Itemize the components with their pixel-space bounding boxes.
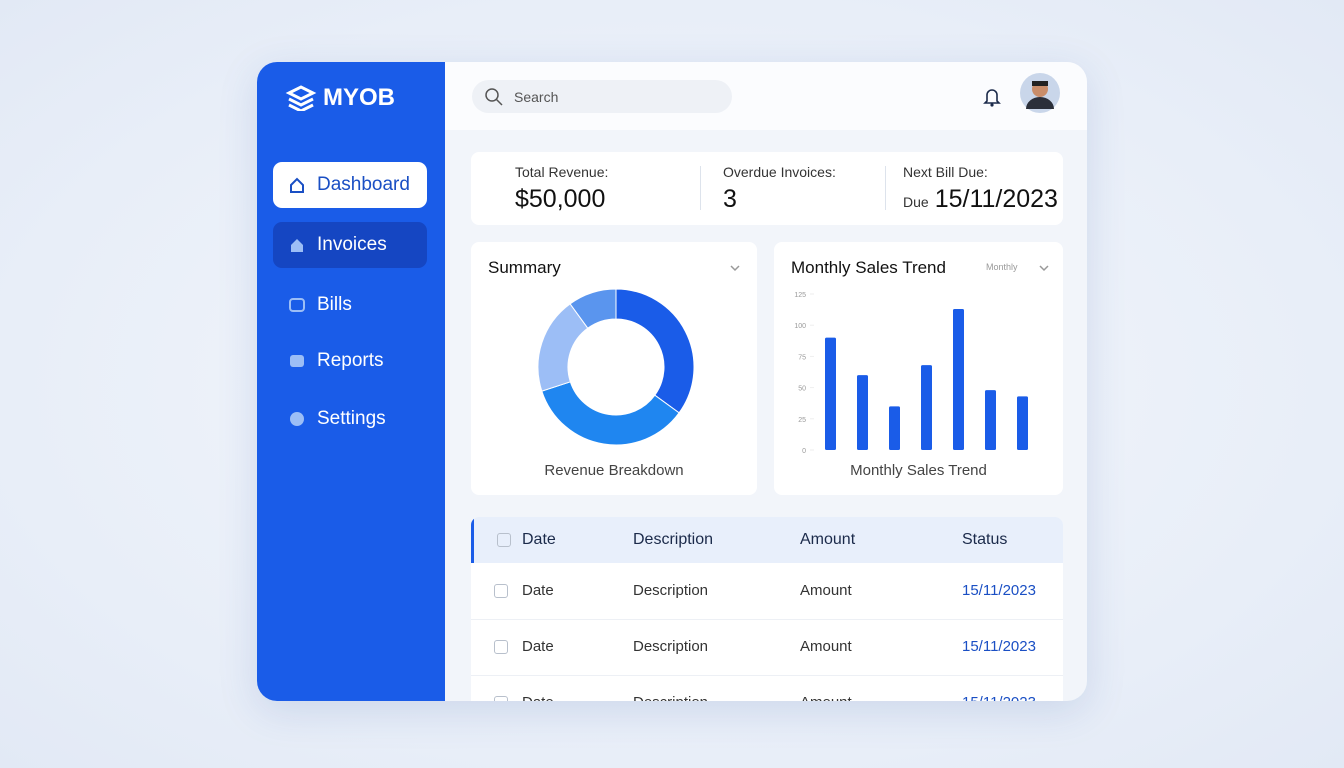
column-header: Amount [800, 531, 856, 548]
divider [885, 166, 886, 210]
stat-value-group: Due 15/11/2023 [903, 185, 1058, 214]
table-cell: Date [522, 582, 554, 599]
y-tick-label: 75 [798, 354, 806, 361]
icon [290, 412, 304, 426]
stat-value: 3 [723, 185, 737, 213]
filter-label[interactable]: Monthly [986, 262, 1018, 272]
logo-text: MYOB [323, 84, 395, 111]
column-header: Date [522, 531, 556, 548]
bar [921, 365, 932, 450]
stat-label: Overdue Invoices: [723, 164, 836, 180]
y-tick-label: 25 [798, 417, 806, 424]
y-tick-label: 0 [802, 448, 806, 455]
search-box[interactable]: Search [472, 80, 732, 113]
icon [290, 355, 304, 367]
bar [985, 390, 996, 450]
table-cell: Description [633, 582, 709, 599]
y-tick-label: 100 [794, 323, 806, 330]
logo-icon [285, 85, 317, 111]
dropdown-chevron[interactable] [1038, 264, 1050, 272]
icon [291, 239, 303, 252]
nav-reports[interactable]: Reports [273, 338, 427, 384]
bar [1017, 396, 1028, 450]
stat-label: Next Bill Due: [903, 164, 988, 180]
table-cell: 15/11/2023 [962, 582, 1036, 599]
summary-card: Summary Revenue Breakdown [471, 242, 757, 495]
search-placeholder: Search [514, 88, 559, 105]
bar-chart: 0 25 50 75 100 125 [794, 292, 1028, 455]
bar [857, 375, 868, 450]
table-cell: Date [522, 694, 554, 701]
sidebar: MYOB Dashboard Invoices Bills Reports Se… [257, 62, 445, 701]
chart-caption: Revenue Breakdown [544, 462, 684, 479]
nav-label: Invoices [317, 234, 387, 255]
table-cell: Amount [800, 694, 852, 701]
card-title: Monthly Sales Trend [791, 258, 946, 277]
stat-label: Total Revenue: [515, 164, 609, 180]
y-tick-label: 50 [798, 386, 806, 393]
notification-bell[interactable] [983, 87, 1001, 107]
table-cell: Amount [800, 582, 852, 599]
table-row: Date Description Amount 15/11/2023 [471, 563, 1063, 620]
pie-slice [569, 288, 617, 329]
nav-bills[interactable]: Bills [273, 282, 427, 328]
y-tick-label: 125 [794, 292, 806, 299]
stats-card: Total Revenue: $50,000 Overdue Invoices:… [471, 152, 1063, 225]
table-header: Date Description Amount Status [471, 517, 1063, 563]
pie-chart [537, 288, 695, 446]
nav-label: Bills [317, 294, 352, 315]
avatar[interactable] [1020, 73, 1060, 113]
bar [953, 308, 964, 450]
top-bar: Search [445, 62, 1087, 130]
stat-value: $50,000 [515, 185, 606, 213]
bar [889, 406, 900, 450]
nav-label: Dashboard [317, 174, 410, 195]
chart-caption: Monthly Sales Trend [850, 462, 987, 479]
app-window: MYOB Dashboard Invoices Bills Reports Se… [257, 62, 1087, 701]
sales-card: Monthly Sales Trend Monthly 0 25 50 75 100 12… [774, 242, 1063, 495]
table-cell: Date [522, 638, 554, 655]
dropdown-chevron[interactable] [729, 264, 741, 272]
table-row: Date Description Amount 15/11/2023 [471, 675, 1063, 701]
pie-slice [615, 288, 695, 414]
column-header: Status [962, 531, 1008, 548]
column-header: Description [633, 531, 714, 548]
nav-invoices[interactable]: Invoices [273, 222, 427, 268]
table-row: Date Description Amount 15/11/2023 [471, 619, 1063, 676]
table-cell: Description [633, 638, 709, 655]
table-cell: Amount [800, 638, 852, 655]
stat-value: 15/11/2023 [934, 185, 1058, 213]
checkbox[interactable] [494, 640, 508, 654]
nav-settings[interactable]: Settings [273, 396, 427, 442]
icon [289, 298, 305, 312]
nav-dashboard[interactable]: Dashboard [273, 162, 427, 208]
divider [700, 166, 701, 210]
bar [825, 337, 836, 450]
stat-prefix: Due [903, 194, 929, 210]
checkbox[interactable] [494, 584, 508, 598]
checkbox[interactable] [497, 533, 511, 547]
pie-slice [541, 381, 680, 446]
icon [290, 177, 304, 193]
table-cell: Description [633, 694, 708, 701]
search-icon [485, 87, 503, 106]
nav-label: Reports [317, 350, 384, 371]
logo: MYOB [285, 84, 395, 112]
card-title: Summary [488, 258, 561, 277]
transactions-table: Date Description Amount Status Date Descripti… [471, 517, 1063, 701]
checkbox[interactable] [494, 696, 508, 701]
table-cell: 15/11/2023 [962, 694, 1036, 701]
nav-label: Settings [317, 408, 386, 429]
table-cell: 15/11/2023 [962, 638, 1036, 655]
